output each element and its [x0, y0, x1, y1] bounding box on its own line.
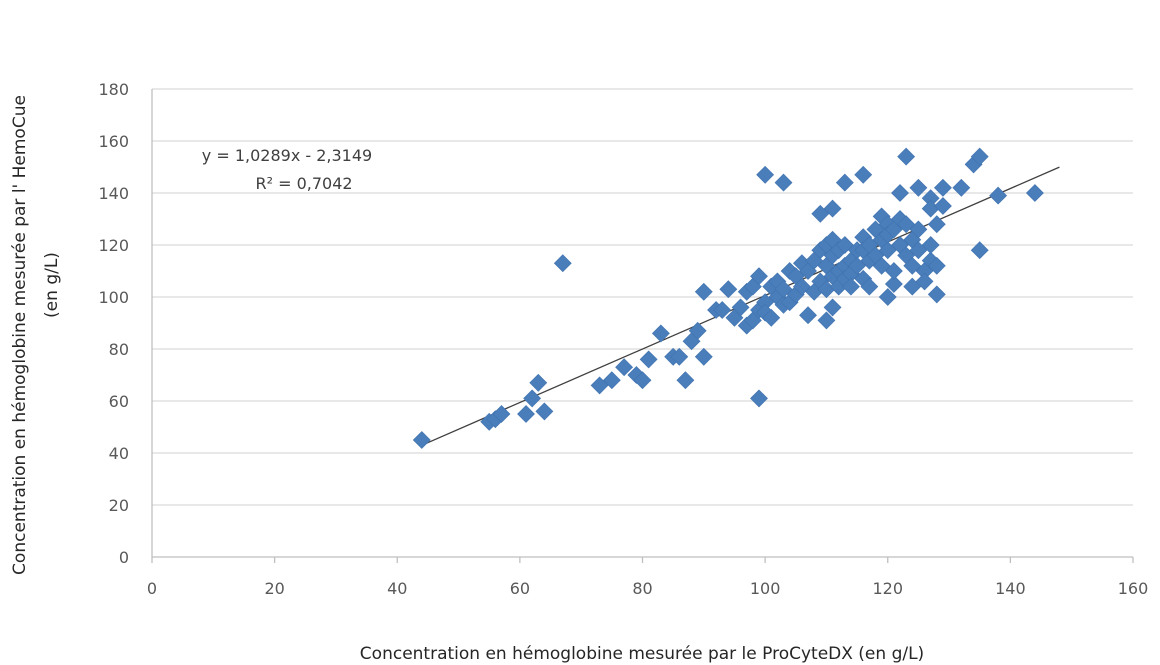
y-tick-label: 160 [98, 132, 129, 151]
y-axis-title-line2: (en g/L) [42, 252, 62, 318]
data-point [1025, 184, 1044, 202]
axes [151, 89, 1134, 563]
data-point [970, 147, 989, 166]
data-point [823, 199, 842, 218]
x-tick-labels: 0 20 40 60 80 100 120 140 160 [147, 579, 1148, 598]
y-tick-label: 60 [109, 392, 129, 411]
x-tick-label: 100 [750, 579, 781, 598]
data-point [670, 347, 689, 366]
data-point [676, 371, 695, 390]
data-point [970, 241, 989, 260]
data-point [762, 308, 781, 327]
data-point [799, 306, 817, 325]
data-point [633, 371, 652, 390]
data-point [927, 256, 946, 275]
y-tick-labels: 0 20 40 60 80 100 120 140 160 180 [98, 80, 129, 567]
data-point [903, 256, 922, 275]
data-point [909, 178, 928, 197]
data-point [774, 280, 793, 299]
trendline-r-squared: R² = 0,7042 [255, 174, 352, 193]
x-tick-label: 120 [872, 579, 903, 598]
data-point [792, 277, 811, 296]
data-point [878, 241, 897, 260]
data-point [835, 236, 854, 254]
y-axis-title-line1: Concentration en hémoglobine mesurée par… [10, 95, 30, 575]
y-tick-label: 40 [109, 444, 129, 463]
data-point [492, 405, 511, 423]
data-point [915, 272, 934, 291]
data-point [713, 301, 732, 319]
data-point [535, 402, 554, 421]
data-point [909, 220, 928, 239]
data-point [412, 431, 431, 449]
data-point [719, 280, 738, 299]
data-point [639, 350, 658, 369]
data-point [731, 298, 750, 317]
data-point [952, 178, 971, 197]
data-point [615, 358, 634, 377]
data-point [835, 173, 854, 192]
data-point [897, 147, 916, 166]
x-tick-label: 40 [387, 579, 407, 598]
y-tick-label: 180 [98, 80, 129, 99]
data-point [927, 215, 946, 234]
gridlines [152, 88, 1133, 506]
x-tick-label: 80 [632, 579, 652, 598]
data-point [811, 204, 830, 223]
data-point [927, 285, 946, 304]
data-point [602, 371, 621, 390]
data-point [872, 256, 891, 275]
y-tick-label: 140 [98, 184, 129, 203]
data-point [878, 288, 897, 306]
x-tick-label: 20 [264, 579, 284, 598]
data-points [412, 147, 1044, 449]
data-point [590, 376, 609, 395]
trendline-equation: y = 1,0289x - 2,3149 [202, 146, 372, 165]
data-point [909, 241, 928, 260]
data-point [817, 311, 836, 330]
data-point [897, 215, 916, 234]
data-point [774, 173, 793, 192]
x-tick-label: 60 [510, 579, 530, 598]
x-tick-label: 0 [147, 579, 157, 598]
data-point [756, 165, 775, 184]
data-point [651, 324, 670, 343]
data-point [903, 277, 922, 296]
x-tick-label: 140 [995, 579, 1026, 598]
data-point [517, 405, 535, 423]
data-point [921, 236, 940, 254]
data-point [688, 321, 707, 340]
y-tick-label: 0 [119, 548, 129, 567]
x-axis-title: Concentration en hémoglobine mesurée par… [360, 644, 924, 664]
data-point [750, 267, 768, 286]
y-tick-label: 120 [98, 236, 129, 255]
data-point [694, 347, 713, 366]
data-point [842, 277, 860, 296]
data-point [891, 184, 909, 202]
data-point [934, 197, 952, 215]
data-point [529, 373, 548, 392]
data-point [750, 389, 768, 408]
y-tick-label: 100 [98, 288, 129, 307]
y-tick-label: 80 [109, 340, 129, 359]
data-point [553, 254, 572, 273]
data-point [884, 275, 903, 293]
data-point [934, 178, 952, 197]
data-point [523, 389, 542, 408]
data-point [854, 165, 873, 184]
data-point [694, 282, 713, 301]
data-point [860, 277, 879, 296]
data-point [823, 298, 842, 317]
data-point [848, 256, 867, 275]
data-point [989, 186, 1008, 205]
x-tick-label: 160 [1118, 579, 1149, 598]
y-tick-label: 20 [109, 496, 129, 515]
data-point [884, 262, 903, 280]
